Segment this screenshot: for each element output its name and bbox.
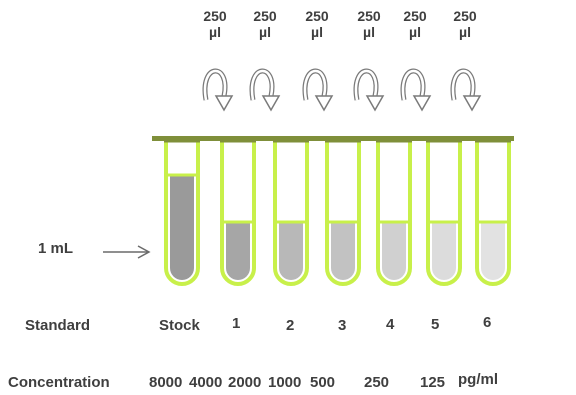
transfer-volume-6: 250 µl [453,8,477,40]
transfer-volume-4: 250 µl [357,8,381,40]
transfer-arrowhead-6 [462,95,482,112]
concentration-unit: pg/ml [458,371,498,388]
concentration-4: 500 [310,374,336,391]
transfer-volume-5: 250 µl [403,8,427,40]
transfer-volume-3: 250 µl [305,8,329,40]
tube-label-6: 6 [483,314,492,331]
transfer-arrowhead-1 [214,95,234,112]
tube-label-1: 1 [232,315,241,332]
volume-label: 1 mL [38,240,74,257]
tube-label-stock: Stock [159,317,200,334]
transfer-arrow-inner-2 [250,69,274,101]
concentration-2: 2000 [228,374,262,391]
concentration-row-label: Concentration [8,374,110,391]
tube-label-3: 3 [338,317,347,334]
volume-arrowhead [137,245,151,259]
tube-liquid-3 [331,222,355,280]
transfer-arrow-inner-5 [401,69,425,101]
transfer-volume-2: 250 µl [253,8,277,40]
tube-label-4: 4 [386,316,395,333]
tube-liquid-stock [170,175,194,280]
tube-liquid-1 [226,222,250,280]
concentration-5: 250 [364,374,390,391]
concentration-3: 1000 [268,374,302,391]
concentration-6: 125 [420,374,446,391]
transfer-arrowhead-4 [365,95,385,112]
transfer-arrow-inner-6 [451,69,475,101]
tube-label-2: 2 [286,317,295,334]
transfer-volume-1: 250 µl [203,8,227,40]
transfer-arrowhead-3 [314,95,334,112]
concentration-1: 4000 [189,374,223,391]
transfer-arrow-inner-4 [354,69,378,101]
tube-label-5: 5 [431,316,440,333]
transfer-arrowhead-5 [412,95,432,112]
transfer-arrowhead-2 [261,95,281,112]
tube-liquid-2 [279,222,303,280]
tube-liquid-5 [432,222,456,280]
concentration-stock: 8000 [149,374,183,391]
transfer-arrow-inner-3 [303,69,327,101]
tube-liquid-4 [382,222,406,280]
transfer-arrow-inner-1 [203,69,227,101]
tube-liquid-6 [481,222,505,280]
standard-row-label: Standard [25,317,91,334]
